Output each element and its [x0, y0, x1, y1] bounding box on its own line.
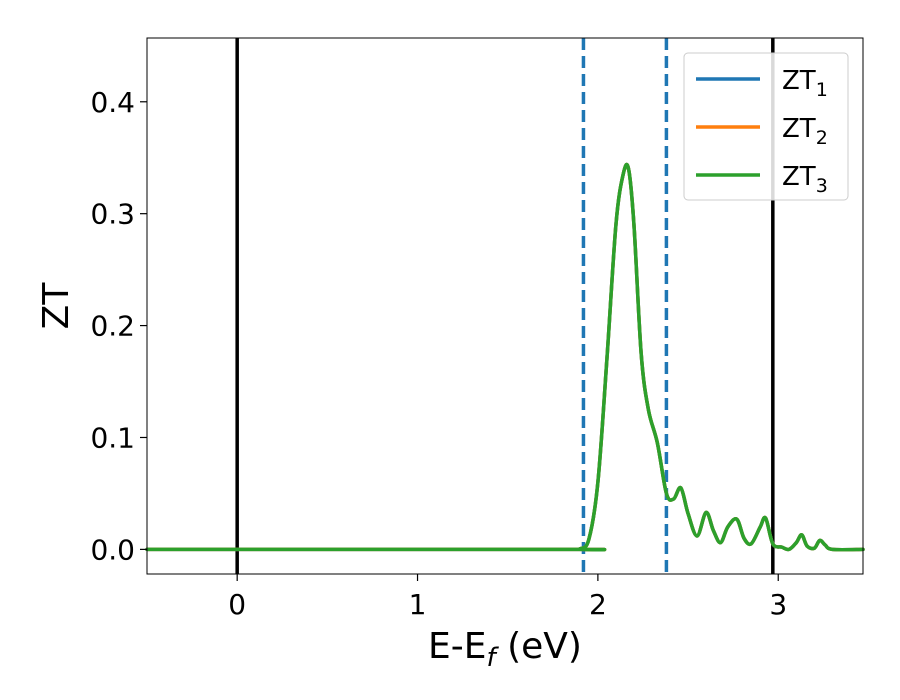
y-axis-label: ZT — [36, 282, 77, 330]
x-tick-label-1: 0 — [228, 588, 246, 621]
x-axis-label: E-Ef (eV) — [428, 626, 582, 673]
legend-box — [683, 52, 849, 201]
legend-label-3: ZT3 — [782, 162, 828, 197]
legend-label-1: ZT1 — [782, 66, 828, 101]
legend-label-main-2: ZT — [782, 114, 816, 144]
y-tick-label-1: 0.0 — [90, 533, 135, 566]
x-tick-label-3: 2 — [589, 588, 607, 621]
legend-label-subscript-3: 3 — [816, 175, 828, 197]
plot-frame — [146, 37, 864, 575]
y-axis-ticks: 0.0 0.1 0.2 0.3 0.4 — [90, 86, 147, 566]
series-lines — [145, 162, 865, 552]
x-axis-label-main: E-E — [428, 626, 486, 667]
y-tick-label-3: 0.2 — [90, 310, 135, 343]
x-axis-ticks: 0 1 2 3 — [228, 574, 787, 621]
legend-label-main-1: ZT — [782, 66, 816, 96]
series-line-1 — [145, 162, 865, 552]
x-axis-label-unit: (eV) — [496, 626, 582, 667]
series-line-3 — [145, 162, 865, 552]
y-tick-label-4: 0.3 — [90, 198, 135, 231]
legend-label-subscript-1: 1 — [816, 79, 828, 101]
x-tick-label-2: 1 — [409, 588, 427, 621]
legend-label-subscript-2: 2 — [816, 127, 828, 149]
y-tick-label-2: 0.1 — [90, 421, 135, 454]
y-tick-label-5: 0.4 — [90, 86, 135, 119]
series-line-2 — [145, 162, 865, 552]
legend-label-2: ZT2 — [782, 114, 828, 149]
legend-label-main-3: ZT — [782, 162, 816, 192]
x-tick-label-4: 3 — [769, 588, 787, 621]
